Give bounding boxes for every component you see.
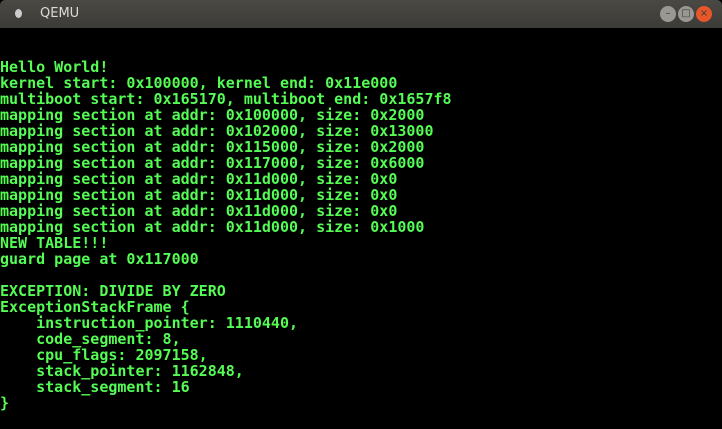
console-line: stack_segment: 16: [0, 378, 190, 396]
console-line: kernel start: 0x100000, kernel end: 0x11…: [0, 74, 398, 92]
console-line: mapping section at addr: 0x11d000, size:…: [0, 202, 398, 220]
console-line: cpu_flags: 2097158,: [0, 346, 208, 364]
console-line: EXCEPTION: DIVIDE BY ZERO: [0, 282, 226, 300]
console-line: code_segment: 8,: [0, 330, 181, 348]
console-output: Hello World! kernel start: 0x100000, kern…: [0, 59, 452, 411]
console-line: mapping section at addr: 0x11d000, size:…: [0, 170, 398, 188]
console-line: mapping section at addr: 0x11d000, size:…: [0, 186, 398, 204]
console-line: mapping section at addr: 0x115000, size:…: [0, 138, 425, 156]
console-line: [0, 267, 452, 283]
console-line: Hello World!: [0, 58, 109, 76]
console-line: NEW TABLE!!!: [0, 234, 109, 252]
vm-display[interactable]: Hello World! kernel start: 0x100000, kern…: [0, 28, 722, 429]
console-line: ExceptionStackFrame {: [0, 298, 190, 316]
close-button[interactable]: ×: [696, 6, 712, 22]
window-title: QEMU: [40, 6, 80, 21]
maximize-button[interactable]: □: [678, 6, 694, 22]
minimize-button[interactable]: –: [660, 6, 676, 22]
console-line: instruction_pointer: 1110440,: [0, 314, 299, 332]
console-line: mapping section at addr: 0x102000, size:…: [0, 122, 434, 140]
console-line: mapping section at addr: 0x11d000, size:…: [0, 218, 425, 236]
console-line: multiboot start: 0x165170, multiboot end…: [0, 90, 452, 108]
console-line: guard page at 0x117000: [0, 250, 199, 268]
app-icon: [15, 9, 22, 18]
console-line: mapping section at addr: 0x100000, size:…: [0, 106, 425, 124]
console-line: mapping section at addr: 0x117000, size:…: [0, 154, 425, 172]
console-line: }: [0, 394, 10, 412]
console-line: stack_pointer: 1162848,: [0, 362, 244, 380]
window-titlebar[interactable]: QEMU – □ ×: [0, 0, 722, 28]
